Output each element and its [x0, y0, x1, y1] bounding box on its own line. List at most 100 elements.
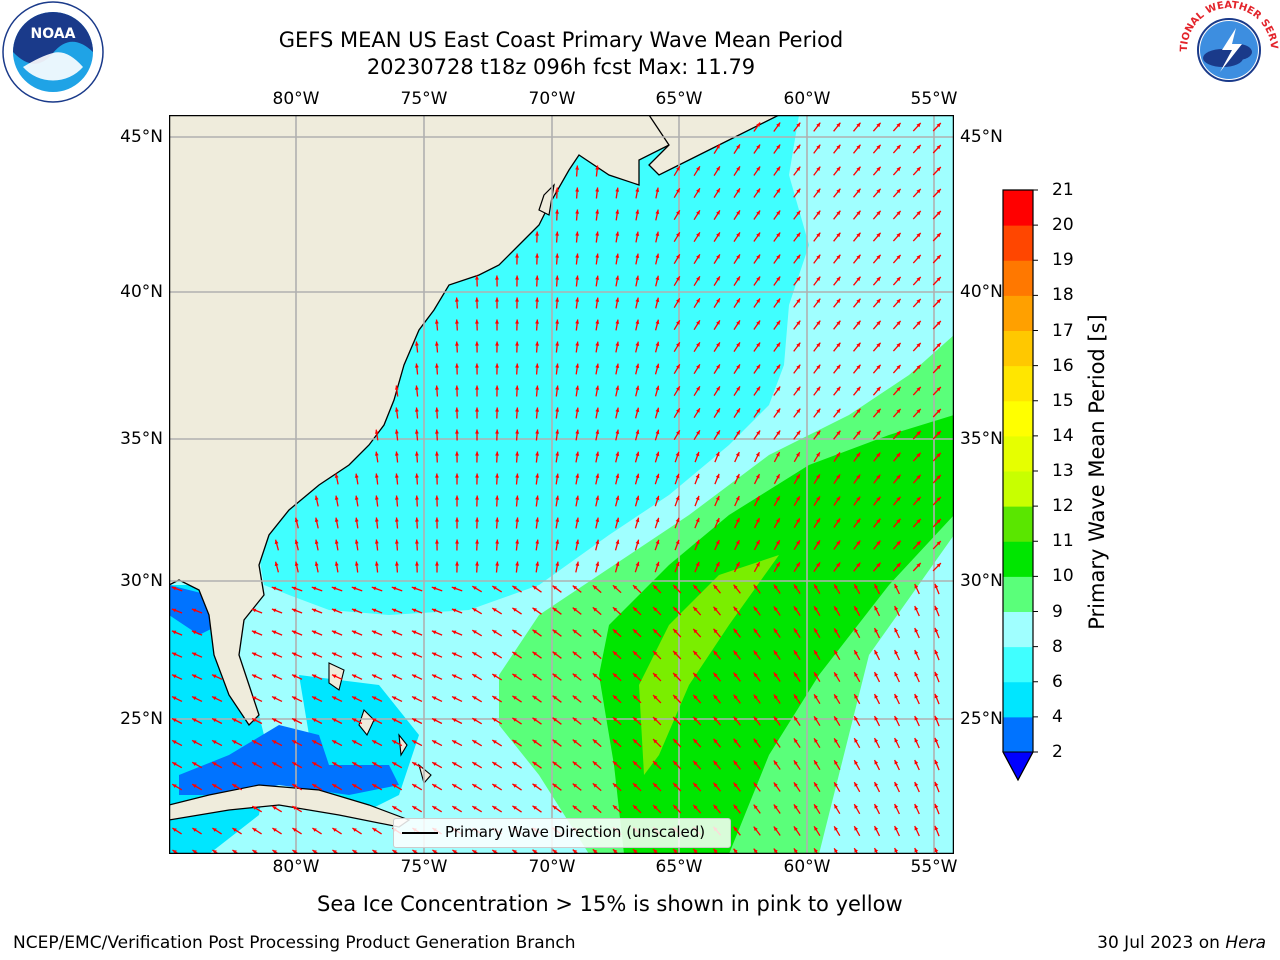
wave-direction-arrowhead [874, 782, 879, 787]
wave-direction-arrowhead [575, 495, 580, 500]
wave-direction-arrowhead [575, 407, 580, 412]
wave-direction-arrowhead [856, 276, 861, 282]
wave-direction-arrowhead [793, 848, 798, 853]
wave-direction-arrowhead [633, 673, 638, 678]
wave-direction-arrowhead [796, 210, 801, 215]
wave-direction-arrowhead [435, 561, 439, 566]
wave-direction-arrowhead [575, 209, 580, 214]
wave-direction-arrowhead [834, 694, 838, 699]
wave-direction-arrowhead [352, 696, 357, 701]
wave-direction-arrowhead [575, 451, 580, 456]
wave-direction-arrowhead [434, 341, 439, 346]
wave-direction-arrowhead [172, 696, 177, 701]
wave-direction-arrowhead [914, 782, 919, 787]
wave-direction-arrowhead [834, 584, 838, 589]
wave-direction-arrowhead [733, 760, 738, 766]
wave-direction-arrowhead [916, 188, 921, 194]
wave-direction-arrowhead [936, 123, 941, 128]
wave-direction-arrowhead [595, 473, 600, 478]
wave-direction-arrowhead [916, 144, 921, 150]
wave-direction-arrowhead [492, 674, 497, 678]
wave-direction-arrowhead [495, 495, 499, 500]
wave-direction-arrowhead [354, 517, 359, 522]
wave-direction-arrowhead [633, 849, 638, 854]
wave-direction-arrowhead [733, 672, 738, 678]
wave-direction-arrowhead [914, 760, 919, 765]
footer-date: 30 Jul 2023 on Hera [1097, 933, 1266, 953]
wave-direction-arrowhead [934, 605, 939, 611]
wave-direction-arrowhead [655, 407, 660, 413]
wave-direction-arrowhead [615, 363, 620, 368]
wave-direction-arrowhead [635, 451, 640, 457]
wave-direction-arrowhead [715, 562, 720, 567]
wave-direction-arrowhead [796, 320, 801, 325]
wave-direction-arrowhead [412, 652, 417, 657]
lat-tick-right: 35°N [960, 429, 1003, 449]
wave-direction-arrowhead [555, 429, 560, 434]
wave-direction-arrowhead [392, 652, 397, 657]
wave-direction-arrowhead [914, 738, 919, 743]
colorbar-tick-label: 14 [1052, 425, 1074, 446]
wave-direction-arrowhead [673, 849, 678, 854]
wave-direction-arrowhead [592, 629, 598, 634]
wave-direction-arrowhead [816, 430, 821, 435]
wave-direction-arrowhead [212, 784, 217, 788]
wave-direction-arrowhead [595, 297, 600, 302]
wave-direction-arrowhead [856, 232, 861, 238]
wave-direction-arrowhead [595, 187, 600, 192]
wave-direction-arrowhead [916, 122, 921, 128]
colorbar-band [1003, 295, 1033, 331]
wave-direction-arrowhead [272, 652, 277, 657]
wave-direction-arrowhead [894, 716, 899, 721]
wave-direction-arrowhead [592, 717, 598, 722]
wave-direction-arrowhead [212, 696, 217, 701]
wave-direction-arrowhead [512, 805, 517, 810]
wave-direction-arrowhead [814, 804, 818, 809]
wave-direction-arrowhead [391, 630, 397, 635]
wave-direction-arrowhead [836, 342, 841, 348]
wave-direction-arrowhead [655, 297, 660, 303]
lon-tick-bottom: 65°W [655, 857, 703, 877]
wave-direction-arrowhead [816, 518, 820, 523]
wave-direction-arrowhead [676, 408, 680, 413]
wave-direction-arrowhead [252, 718, 257, 723]
wave-direction-arrowhead [595, 209, 600, 214]
wave-direction-arrowhead [192, 696, 197, 701]
wave-direction-arrowhead [753, 584, 758, 589]
wave-direction-arrowhead [773, 848, 778, 853]
wave-direction-arrowhead [655, 187, 660, 192]
wave-direction-arrowhead [615, 231, 620, 236]
wave-direction-arrowhead [512, 607, 517, 612]
wave-direction-arrowhead [816, 342, 821, 347]
wave-direction-arrowhead [495, 363, 499, 368]
wave-direction-arrowhead [633, 607, 638, 612]
wave-direction-arrowhead [192, 762, 197, 766]
wave-direction-arrowhead [713, 606, 718, 612]
colorbar-band [1003, 190, 1033, 226]
wave-direction-arrowhead [854, 782, 858, 787]
wave-direction-arrowhead [371, 586, 377, 591]
wave-direction-arrowhead [836, 276, 841, 282]
wave-direction-arrowhead [472, 784, 477, 788]
wave-direction-arrowhead [653, 761, 658, 766]
wave-direction-arrowhead [735, 452, 740, 457]
wave-direction-arrowhead [595, 407, 600, 412]
wave-direction-arrowhead [814, 848, 818, 853]
wave-direction-arrowhead [916, 166, 921, 172]
land-us-east-coast [169, 115, 730, 727]
wave-direction-arrowhead [856, 320, 861, 326]
wave-direction-arrowhead [896, 144, 901, 150]
wave-direction-arrowhead [773, 628, 778, 633]
wave-direction-arrowhead [435, 407, 439, 412]
wave-direction-arrowhead [874, 738, 879, 743]
wave-direction-arrowhead [292, 696, 297, 701]
wave-direction-arrowhead [773, 782, 778, 787]
wave-direction-arrowhead [555, 517, 560, 522]
wave-direction-arrowhead [655, 319, 660, 325]
wave-direction-arrowhead [874, 584, 879, 589]
wave-direction-arrowhead [595, 231, 600, 236]
wave-direction-arrowhead [512, 585, 517, 590]
wave-direction-arrowhead [555, 187, 559, 192]
wave-direction-arrowhead [532, 607, 537, 612]
wave-direction-arrowhead [894, 672, 899, 677]
